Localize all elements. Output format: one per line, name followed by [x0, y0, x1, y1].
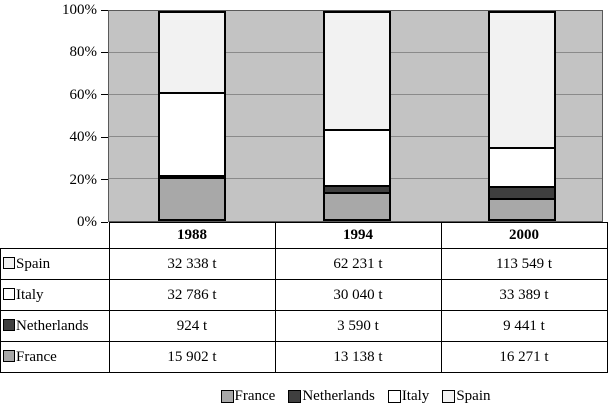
row-label: Netherlands [16, 317, 89, 334]
legend-label: Spain [456, 387, 491, 404]
value-cell: 13 138 t [274, 341, 442, 373]
row-label: Spain [16, 255, 51, 272]
legend-item-spain: Spain [442, 388, 490, 405]
y-axis-label: 80% [69, 44, 98, 61]
data-table: 1988 1994 2000 Spain 32 338 t 62 231 t 113 549… [0, 222, 608, 373]
year-header-row: 1988 1994 2000 [1, 222, 608, 249]
value-cell: 62 231 t [274, 248, 442, 280]
netherlands-swatch-icon [3, 318, 15, 331]
bar-segment-spain-1988 [159, 13, 224, 95]
bar-segment-france-2000 [489, 199, 554, 219]
legend-item-italy: Italy [387, 387, 430, 405]
y-axis-tick [101, 9, 108, 11]
legend-label: Italy [401, 387, 430, 404]
value-cell: 113 549 t [440, 248, 608, 280]
value-cell: 924 t [108, 310, 276, 342]
value-cell: 32 786 t [108, 279, 276, 311]
italy-legend-swatch-icon [387, 389, 401, 403]
y-axis-label: 40% [69, 129, 98, 146]
legend: France Netherlands Italy Spain [108, 386, 603, 406]
value-cell: 33 389 t [440, 279, 608, 311]
y-axis-tick [101, 221, 108, 223]
year-header-cell: 1988 [108, 222, 276, 249]
bar-segment-netherlands-1994 [324, 187, 389, 195]
value-cell: 30 040 t [274, 279, 442, 311]
bar-segment-italy-2000 [489, 148, 554, 189]
bar-segment-italy-1988 [159, 94, 224, 177]
bar-segment-italy-1994 [324, 130, 389, 188]
y-axis-tick [101, 94, 108, 96]
france-legend-swatch-icon [220, 389, 234, 403]
table-row-italy: Italy 32 786 t 30 040 t 33 389 t [0, 279, 608, 311]
italy-swatch-icon [3, 287, 15, 300]
row-label: Italy [16, 286, 44, 303]
row-label: France [16, 348, 57, 365]
value-cell: 16 271 t [440, 341, 608, 373]
bar-segment-netherlands-2000 [489, 188, 554, 200]
year-header-cell: 1994 [274, 222, 442, 249]
bar-segment-france-1994 [324, 194, 389, 219]
y-axis-label: 20% [69, 171, 98, 188]
stacked-bar-2000 [487, 11, 556, 221]
y-axis-tick [101, 51, 108, 53]
value-cell: 15 902 t [108, 341, 276, 373]
value-cell: 3 590 t [274, 310, 442, 342]
legend-label: Netherlands [302, 387, 375, 404]
stacked-bar-1994 [322, 11, 391, 221]
table-row-spain: Spain 32 338 t 62 231 t 113 549 t [0, 248, 608, 280]
bar-segment-spain-2000 [489, 13, 554, 149]
y-axis-label: 100% [62, 2, 97, 18]
spain-legend-swatch-icon [442, 389, 456, 403]
plot-area [108, 10, 603, 222]
bar-segment-spain-1994 [324, 13, 389, 131]
table-row-france: France 15 902 t 13 138 t 16 271 t [0, 341, 608, 373]
legend-label: France [234, 387, 276, 404]
row-label-cell: Italy [0, 279, 110, 311]
value-cell: 32 338 t [108, 248, 276, 280]
legend-item-france: France [220, 387, 276, 405]
row-label-cell: France [0, 341, 110, 373]
row-label-cell: Spain [0, 248, 110, 280]
row-label-cell: Netherlands [0, 310, 110, 342]
spain-swatch-icon [3, 256, 15, 269]
y-axis-label: 0% [77, 214, 97, 230]
table-corner-empty [1, 223, 110, 249]
y-axis-tick [101, 136, 108, 138]
bar-segment-france-1988 [159, 179, 224, 219]
year-header-cell: 2000 [440, 222, 608, 249]
stacked-bar-1988 [157, 11, 226, 221]
legend-item-netherlands: Netherlands [288, 387, 375, 405]
y-axis-tick [101, 179, 108, 181]
bar-segment-netherlands-1988 [159, 176, 224, 180]
france-swatch-icon [3, 349, 15, 362]
value-cell: 9 441 t [440, 310, 608, 342]
netherlands-legend-swatch-icon [288, 389, 302, 403]
y-axis-label: 60% [69, 86, 98, 103]
